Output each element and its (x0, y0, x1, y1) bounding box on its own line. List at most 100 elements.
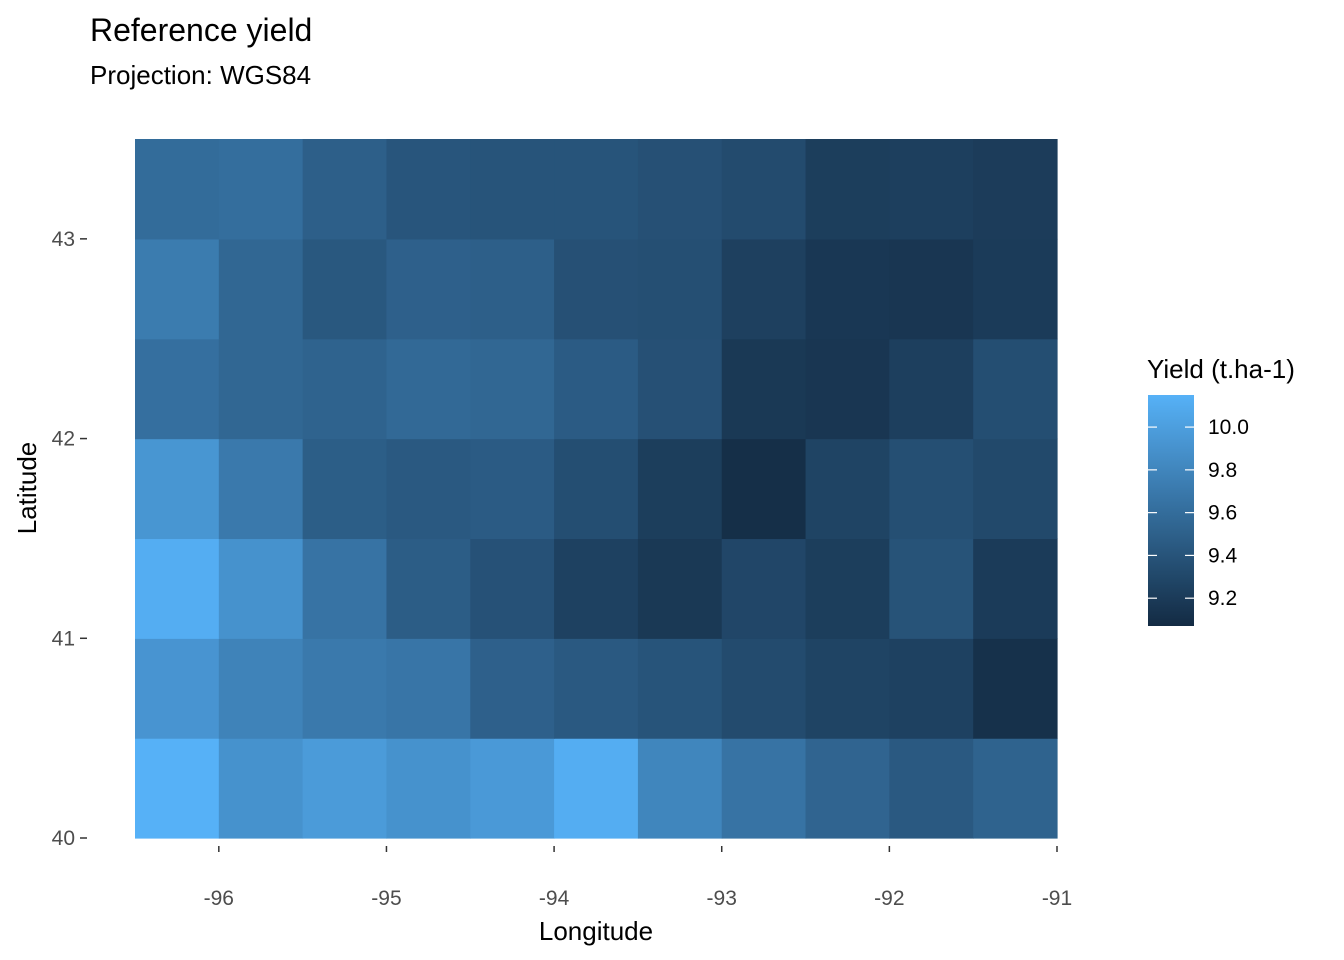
heatmap-cell (470, 338, 555, 440)
heatmap-cell (470, 438, 555, 540)
x-tick-label: -93 (707, 887, 737, 910)
heatmap-cell (973, 238, 1058, 340)
heatmap-cell (805, 538, 890, 639)
heatmap-cell (973, 638, 1058, 739)
heatmap-cell (218, 139, 304, 240)
x-axis-title: Longitude (539, 916, 653, 946)
heatmap-cell (889, 238, 974, 340)
heatmap-cell (637, 538, 723, 639)
heatmap-cell (973, 139, 1058, 240)
heatmap-cell (721, 238, 807, 340)
heatmap-cell (386, 538, 471, 639)
legend-tick-label: 9.4 (1208, 544, 1238, 567)
heatmap-cells (135, 139, 1058, 839)
heatmap-cell (218, 538, 304, 639)
color-legend: Yield (t.ha-1) 9.2 9.4 9.6 9.8 10.0 (1147, 354, 1295, 626)
heatmap-cell (218, 338, 304, 440)
heatmap-cell (470, 738, 555, 839)
legend-ticks: 9.2 9.4 9.6 9.8 10.0 (1148, 416, 1249, 610)
heatmap-cell (302, 238, 388, 340)
heatmap-cell (135, 139, 220, 240)
heatmap-cell (805, 338, 890, 440)
heatmap-cell (218, 738, 304, 839)
x-tick-label: -95 (371, 887, 401, 910)
y-axis-title: Latitude (12, 442, 42, 535)
x-tick-label: -92 (874, 887, 904, 910)
heatmap-cell (889, 438, 974, 540)
heatmap-cell (805, 438, 890, 540)
heatmap-cell (973, 338, 1058, 440)
legend-title: Yield (t.ha-1) (1147, 354, 1295, 384)
heatmap-cell (302, 738, 388, 839)
heatmap-cell (805, 738, 890, 839)
heatmap-cell (218, 238, 304, 340)
heatmap-cell (470, 538, 555, 639)
y-tick-label: 43 (52, 228, 75, 251)
heatmap-cell (554, 438, 639, 540)
heatmap-cell (302, 338, 388, 440)
heatmap-cell (135, 538, 220, 639)
heatmap-cell (470, 638, 555, 739)
heatmap-cell (386, 738, 471, 839)
heatmap-cell (805, 139, 890, 240)
heatmap-cell (386, 438, 471, 540)
heatmap-cell (554, 738, 639, 839)
heatmap-cell (470, 139, 555, 240)
heatmap-cell (554, 638, 639, 739)
heatmap-cell (889, 139, 974, 240)
heatmap-cell (637, 139, 723, 240)
heatmap-cell (218, 638, 304, 739)
legend-tick-label: 9.6 (1208, 502, 1237, 525)
heatmap-cell (721, 139, 807, 240)
y-tick-label: 40 (52, 827, 75, 850)
heatmap-cell (554, 139, 639, 240)
heatmap-cell (889, 738, 974, 839)
heatmap-cell (135, 438, 220, 540)
heatmap-cell (135, 238, 220, 340)
heatmap-cell (637, 438, 723, 540)
heatmap-cell (973, 738, 1058, 839)
heatmap-cell (637, 738, 723, 839)
heatmap-cell (554, 538, 639, 639)
heatmap-cell (637, 638, 723, 739)
heatmap-cell (554, 238, 639, 340)
legend-tick-label: 10.0 (1208, 416, 1249, 439)
heatmap-cell (386, 139, 471, 240)
heatmap-cell (637, 338, 723, 440)
heatmap-cell (302, 638, 388, 739)
chart-subtitle: Projection: WGS84 (90, 60, 312, 90)
legend-colorbar (1148, 395, 1194, 626)
heatmap-cell (721, 738, 807, 839)
heatmap-cell (135, 638, 220, 739)
legend-tick-label: 9.2 (1208, 587, 1237, 610)
heatmap-cell (721, 438, 807, 540)
heatmap-cell (302, 538, 388, 639)
y-tick-label: 41 (52, 627, 75, 650)
x-tick-label: -91 (1042, 887, 1072, 910)
heatmap-cell (721, 638, 807, 739)
x-axis: -96 -95 -94 -93 -92 -91 (204, 846, 1072, 910)
heatmap-cell (889, 538, 974, 639)
x-tick-label: -94 (539, 887, 570, 910)
x-tick-label: -96 (204, 887, 234, 910)
heatmap-cell (218, 438, 304, 540)
heatmap-cell (973, 538, 1058, 639)
heatmap-cell (721, 338, 807, 440)
heatmap-cell (637, 238, 723, 340)
heatmap-cell (973, 438, 1058, 540)
heatmap-cell (721, 538, 807, 639)
heatmap-cell (386, 338, 471, 440)
heatmap-cell (805, 638, 890, 739)
heatmap-cell (135, 738, 220, 839)
heatmap-cell (554, 338, 639, 440)
heatmap-cell (135, 338, 220, 440)
legend-tick-label: 9.8 (1208, 459, 1237, 482)
heatmap-cell (302, 139, 388, 240)
heatmap-cell (386, 638, 471, 739)
heatmap-cell (889, 638, 974, 739)
heatmap-cell (386, 238, 471, 340)
heatmap-cell (805, 238, 890, 340)
heatmap-cell (302, 438, 388, 540)
chart-title: Reference yield (90, 12, 313, 48)
